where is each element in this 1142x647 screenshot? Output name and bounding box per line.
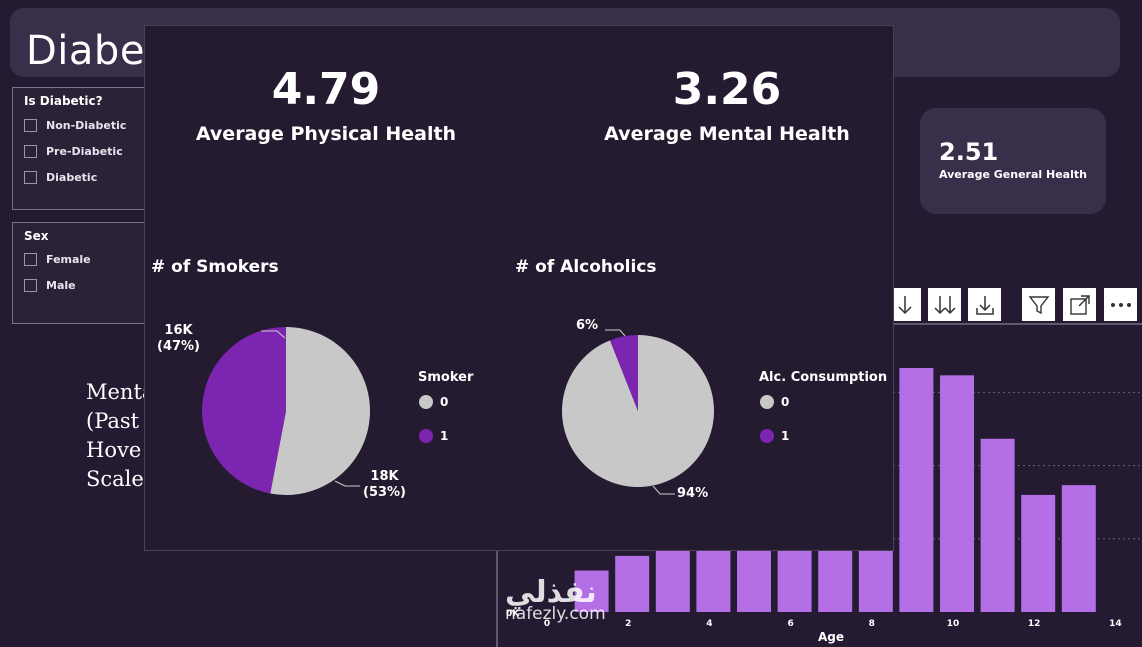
bar[interactable] [858,551,893,612]
bar[interactable] [980,438,1015,612]
leader-line [652,485,675,495]
slicer-item-pre-diabetic[interactable]: Pre-Diabetic [24,138,161,164]
legend-item-1[interactable]: 1 [760,429,789,443]
legend-title: Smoker [418,370,474,385]
text-line: Scale: [86,467,151,491]
pie-charts-svg [202,327,714,495]
slicer-item-label: Diabetic [46,170,98,184]
slicer-item-label: Non-Diabetic [46,118,127,132]
x-tick-label: 14 [1109,619,1122,629]
legend-label: 0 [440,395,449,409]
x-tick-label: 0 [544,619,550,629]
text-line: (Past [86,409,140,433]
leader-line [261,330,286,339]
leader-line [334,480,360,487]
legend-item-0[interactable]: 0 [419,395,448,409]
x-tick-label: 4 [706,619,712,629]
legend-item-0[interactable]: 0 [760,395,789,409]
y-tick-zero: 0K [506,609,520,619]
slicer-item-non-diabetic[interactable]: Non-Diabetic [24,112,161,138]
more-options-icon[interactable] [1104,288,1137,321]
sex-slicer: Sex Female Male [12,222,162,324]
pie-slice-0[interactable] [270,327,371,495]
x-tick-label: 12 [1028,619,1041,629]
bar[interactable] [1021,494,1056,612]
kpi-value: 4.79 [271,64,381,115]
pie-label-value: 18K [370,469,399,484]
text-line: Menta [86,380,155,404]
pie-label-0: 94% [677,486,709,501]
x-tick-label: 2 [625,619,631,629]
legend-dot [760,395,774,409]
pie-slice-1[interactable] [202,327,286,494]
leader-line [605,329,626,337]
bar[interactable] [940,375,974,612]
focus-mode-icon[interactable] [1063,288,1096,321]
bar[interactable] [615,555,650,612]
checkbox[interactable] [24,144,37,158]
x-tick-label: 10 [947,619,960,629]
text-line: Hove [86,438,142,462]
slicer-item-label: Female [46,252,91,266]
legend-title: Alc. Consumption [759,370,888,385]
watermark: نفذلي nafezly.com [505,575,606,624]
alcoholics-pie [562,335,714,488]
pie-slice-1[interactable] [610,335,638,411]
legend-dot [760,429,774,443]
bar[interactable] [818,551,853,612]
checkbox[interactable] [24,278,37,292]
mental-health-text: Menta (Past Hove Scale: [86,378,154,494]
pie-label-value: 16K [164,323,193,338]
general-health-card: 2.51 Average General Health [920,108,1106,214]
pie-label-1: 16K (47%) [157,323,200,355]
smokers-pie [202,327,371,495]
drill-down-icon[interactable] [968,288,1001,321]
watermark-arabic: نفذلي [505,575,597,610]
chart-title: # of Smokers [151,257,279,277]
legend-item-1[interactable]: 1 [419,429,448,443]
drillthrough-panel: 4.79 Average Physical Health 3.26 Averag… [144,25,894,551]
pie-label-1: 6% [576,318,599,333]
legend-dot [419,395,433,409]
kpi-label: Average Mental Health [604,123,850,145]
checkbox[interactable] [24,118,37,132]
kpi-label: Average Physical Health [195,123,457,145]
kpi-value: 3.26 [672,64,782,115]
chart-title: # of Alcoholics [515,257,657,277]
double-arrow-down-icon[interactable] [928,288,961,321]
x-axis-label: Age [818,630,844,644]
pie-label-pct: (47%) [157,339,200,354]
slicer-item-male[interactable]: Male [24,272,161,298]
legend-label: 0 [781,395,790,409]
kpi-value: 2.51 [939,138,999,166]
pie-label-pct: (53%) [363,485,406,500]
kpi-label: Average General Health [939,168,1087,181]
diabetic-slicer: Is Diabetic? Non-Diabetic Pre-Diabetic D… [12,87,162,210]
slicer-item-label: Male [46,278,76,292]
x-tick-label: 8 [869,619,875,629]
watermark-latin: nafezly.com [505,604,606,624]
bar[interactable] [1061,485,1096,612]
legend-label: 1 [440,429,449,443]
legend-dot [419,429,433,443]
slicer-item-female[interactable]: Female [24,246,161,272]
bar[interactable] [899,368,934,612]
slicer-item-diabetic[interactable]: Diabetic [24,164,161,190]
slicer-title: Is Diabetic? [24,94,103,108]
filter-icon[interactable] [1022,288,1055,321]
pie-label-0: 18K (53%) [363,469,406,501]
bar[interactable] [777,551,812,612]
pie-slice-0[interactable] [562,335,714,488]
x-tick-label: 6 [787,619,793,629]
slicer-item-label: Pre-Diabetic [46,144,123,158]
checkbox[interactable] [24,252,37,266]
bar[interactable] [574,570,609,612]
bar[interactable] [696,551,731,612]
bar[interactable] [737,551,771,612]
bar[interactable] [655,551,690,612]
slicer-title: Sex [24,229,49,243]
checkbox[interactable] [24,170,37,184]
legend-label: 1 [781,429,790,443]
